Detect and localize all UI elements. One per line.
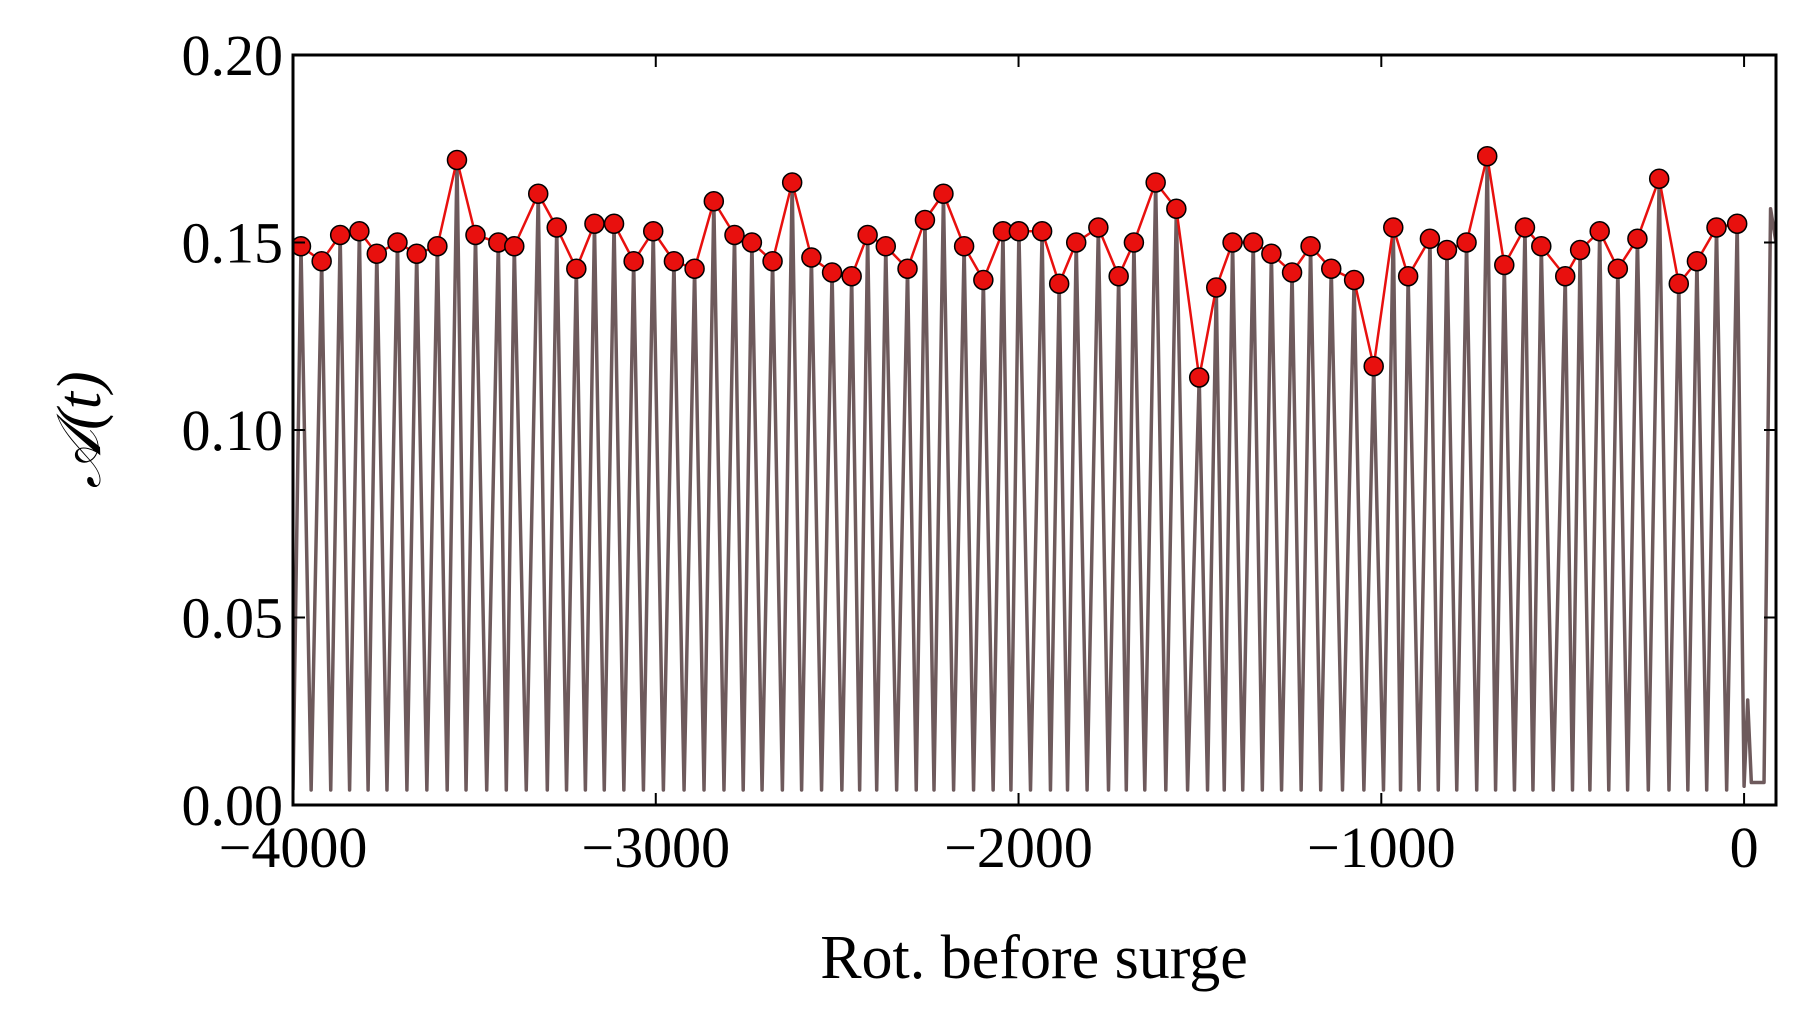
data-point bbox=[1108, 266, 1129, 287]
data-point bbox=[973, 269, 994, 291]
data-point bbox=[465, 224, 486, 246]
data-point bbox=[1397, 266, 1419, 287]
data-point bbox=[1494, 254, 1515, 276]
data-point bbox=[663, 251, 685, 272]
data-point bbox=[1419, 228, 1441, 249]
data-point bbox=[1188, 367, 1210, 388]
data-point bbox=[841, 266, 862, 287]
data-point bbox=[1008, 221, 1030, 242]
data-point bbox=[1300, 236, 1321, 257]
data-point bbox=[741, 232, 763, 253]
data-point bbox=[1569, 239, 1591, 261]
series-line bbox=[293, 154, 1776, 792]
data-point bbox=[724, 224, 745, 246]
data-point bbox=[684, 258, 705, 279]
data-point bbox=[781, 172, 803, 193]
y-tick-label: 0.00 bbox=[182, 773, 284, 838]
y-tick-label: 0.05 bbox=[182, 586, 284, 651]
data-point bbox=[1242, 232, 1264, 253]
x-tick-label: −3000 bbox=[581, 815, 730, 880]
data-point bbox=[1514, 217, 1536, 238]
data-point bbox=[584, 213, 605, 234]
data-point bbox=[953, 236, 975, 257]
data-point bbox=[1205, 277, 1227, 298]
data-point bbox=[446, 149, 468, 171]
data-point bbox=[1281, 262, 1303, 283]
data-point bbox=[1627, 228, 1648, 249]
data-point bbox=[366, 243, 388, 264]
data-point bbox=[1668, 273, 1690, 294]
y-tick-label: 0.15 bbox=[182, 211, 284, 276]
data-point bbox=[1363, 356, 1384, 377]
data-point bbox=[1031, 221, 1053, 242]
x-tick-label: −2000 bbox=[944, 815, 1093, 880]
data-point bbox=[1554, 266, 1576, 287]
data-point bbox=[1166, 198, 1187, 219]
y-tick-label: 0.10 bbox=[182, 398, 284, 463]
data-point bbox=[1145, 172, 1166, 193]
data-point bbox=[642, 221, 664, 242]
series-group bbox=[293, 146, 1776, 792]
data-point bbox=[349, 221, 370, 242]
axes-frame bbox=[291, 53, 1778, 807]
x-tick-label: −4000 bbox=[219, 815, 368, 880]
data-point bbox=[329, 224, 351, 246]
data-point bbox=[1686, 251, 1708, 272]
data-point bbox=[801, 247, 822, 268]
data-point bbox=[603, 213, 625, 234]
data-point bbox=[914, 209, 936, 231]
data-point bbox=[427, 236, 448, 257]
data-point bbox=[1088, 217, 1109, 238]
data-point bbox=[821, 262, 843, 283]
x-tick-label: 0 bbox=[1730, 815, 1759, 880]
data-point bbox=[1222, 232, 1243, 253]
data-point bbox=[1706, 217, 1727, 238]
data-point bbox=[1456, 232, 1477, 253]
data-point bbox=[527, 183, 549, 204]
data-point bbox=[623, 251, 644, 272]
data-point bbox=[566, 258, 587, 279]
data-point bbox=[897, 258, 918, 279]
data-point bbox=[857, 224, 878, 246]
data-point bbox=[1607, 258, 1629, 279]
data-point bbox=[1383, 217, 1404, 238]
data-point bbox=[703, 191, 725, 212]
x-axis-label: Rot. before surge bbox=[820, 924, 1248, 992]
data-point bbox=[504, 236, 525, 257]
data-point bbox=[1589, 221, 1610, 242]
data-point bbox=[1648, 168, 1670, 189]
data-point bbox=[1476, 146, 1498, 167]
data-point bbox=[1065, 232, 1087, 253]
data-point bbox=[1531, 236, 1552, 257]
data-point bbox=[1123, 232, 1145, 253]
x-tick-label: −1000 bbox=[1307, 815, 1456, 880]
data-point bbox=[406, 243, 427, 264]
data-point bbox=[1343, 269, 1365, 291]
data-point bbox=[1320, 258, 1342, 279]
data-point bbox=[1436, 239, 1458, 261]
y-tick-label: 0.20 bbox=[182, 23, 284, 88]
data-point bbox=[311, 251, 332, 272]
y-axis-label: 𝒜(t) bbox=[46, 371, 114, 488]
data-point bbox=[546, 217, 567, 238]
data-point bbox=[1726, 213, 1748, 234]
data-point bbox=[762, 251, 783, 272]
data-point bbox=[1048, 273, 1070, 294]
data-point bbox=[933, 183, 954, 204]
plot-area bbox=[293, 146, 1776, 792]
data-point bbox=[387, 232, 408, 253]
data-point bbox=[1261, 243, 1282, 264]
data-point bbox=[875, 236, 897, 257]
